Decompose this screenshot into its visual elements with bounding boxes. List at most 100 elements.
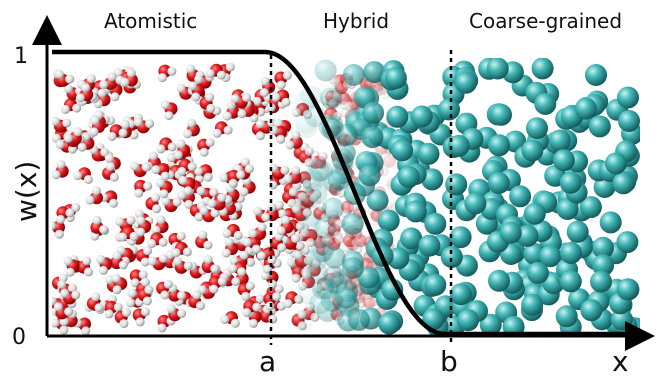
- hydrogen-atom: [280, 165, 290, 175]
- cg-bead: [310, 159, 333, 182]
- water-molecule: [231, 267, 249, 287]
- hydrogen-atom: [73, 171, 83, 181]
- water-molecule: [75, 83, 94, 103]
- water-molecule: [269, 232, 287, 253]
- hydrogen-atom: [350, 202, 360, 212]
- hydrogen-atom: [144, 285, 154, 295]
- water-molecule: [53, 302, 74, 320]
- cg-bead: [289, 185, 312, 208]
- hydrogen-atom: [63, 256, 73, 266]
- hydrogen-atom: [261, 212, 271, 222]
- cg-bead: [555, 305, 578, 328]
- hydrogen-atom: [283, 174, 293, 184]
- hydrogen-atom: [331, 78, 341, 88]
- cg-bead: [539, 245, 562, 268]
- hydrogen-atom: [62, 118, 72, 128]
- hydrogen-atom: [277, 243, 287, 253]
- cg-bead: [447, 134, 470, 157]
- hydrogen-atom: [236, 170, 246, 180]
- hydrogen-atom: [194, 166, 204, 176]
- hydrogen-atom: [126, 215, 136, 225]
- hydrogen-atom: [140, 257, 150, 267]
- water-molecule: [96, 254, 113, 275]
- water-molecule: [52, 116, 72, 133]
- hydrogen-atom: [115, 217, 125, 227]
- region-label-coarse-grained: Coarse-grained: [469, 9, 622, 33]
- hydrogen-atom: [194, 74, 204, 84]
- hydrogen-atom: [173, 150, 183, 160]
- water-molecule: [137, 285, 154, 306]
- water-molecule: [147, 232, 168, 248]
- cg-bead: [424, 273, 447, 296]
- hydrogen-atom: [207, 198, 217, 208]
- hydrogen-atom: [268, 279, 277, 289]
- hydrogen-atom: [96, 254, 106, 264]
- hydrogen-atom: [105, 162, 115, 172]
- hydrogen-atom: [239, 250, 249, 260]
- coarse-grained-beads: [289, 58, 640, 336]
- hydrogen-atom: [97, 88, 107, 98]
- water-molecule: [145, 193, 162, 214]
- cg-bead: [604, 152, 627, 175]
- water-molecule: [201, 255, 220, 274]
- cg-bead: [592, 236, 614, 259]
- hydrogen-atom: [273, 118, 283, 128]
- cg-bead: [297, 282, 320, 305]
- hydrogen-atom: [156, 178, 165, 188]
- hydrogen-atom: [53, 302, 63, 312]
- hydrogen-atom: [113, 68, 123, 78]
- water-molecule: [107, 124, 128, 141]
- water-molecule: [189, 201, 206, 222]
- hydrogen-atom: [104, 309, 114, 319]
- hydrogen-atom: [73, 127, 83, 137]
- hydrogen-atom: [184, 199, 194, 209]
- hydrogen-atom: [291, 234, 300, 244]
- hydrogen-atom: [151, 225, 161, 235]
- hydrogen-atom: [351, 238, 361, 247]
- cg-bead: [348, 308, 370, 331]
- hydrogen-atom: [99, 225, 109, 234]
- cg-bead: [617, 86, 639, 109]
- hydrogen-atom: [107, 131, 117, 141]
- hydrogen-atom: [257, 222, 267, 232]
- hydrogen-atom: [55, 139, 65, 149]
- hydrogen-atom: [255, 131, 265, 141]
- hydrogen-atom: [281, 215, 290, 225]
- cg-bead: [397, 165, 420, 188]
- hydrogen-atom: [176, 83, 186, 93]
- hydrogen-atom: [220, 315, 230, 324]
- hydrogen-atom: [209, 284, 219, 294]
- hydrogen-atom: [91, 186, 101, 196]
- hydrogen-atom: [151, 193, 161, 202]
- hydrogen-atom: [68, 144, 77, 154]
- hydrogen-atom: [183, 129, 193, 139]
- hydrogen-atom: [158, 237, 168, 247]
- hydrogen-atom: [54, 229, 64, 239]
- hydrogen-atom: [228, 178, 238, 188]
- cg-bead: [588, 115, 611, 138]
- hydrogen-atom: [295, 241, 305, 251]
- hydrogen-atom: [255, 119, 265, 129]
- hydrogen-atom: [81, 326, 91, 336]
- hydrogen-atom: [77, 142, 87, 152]
- hydrogen-atom: [237, 109, 247, 119]
- hydrogen-atom: [99, 265, 108, 275]
- water-molecule: [269, 163, 290, 180]
- water-molecule: [157, 64, 177, 83]
- hydrogen-atom: [85, 195, 95, 205]
- water-molecule: [52, 159, 69, 180]
- cg-bead: [314, 216, 337, 239]
- hydrogen-atom: [147, 239, 157, 248]
- hydrogen-atom: [56, 159, 66, 169]
- cg-bead: [341, 257, 364, 280]
- hydrogen-atom: [223, 125, 233, 135]
- water-molecule: [188, 290, 205, 311]
- cg-bead: [499, 221, 522, 244]
- water-molecule: [276, 215, 294, 236]
- hydrogen-atom: [182, 247, 192, 257]
- hydrogen-atom: [118, 128, 128, 138]
- water-molecule: [242, 299, 262, 317]
- cg-bead: [440, 246, 463, 268]
- cg-bead: [455, 71, 477, 94]
- hydrogen-atom: [281, 97, 291, 107]
